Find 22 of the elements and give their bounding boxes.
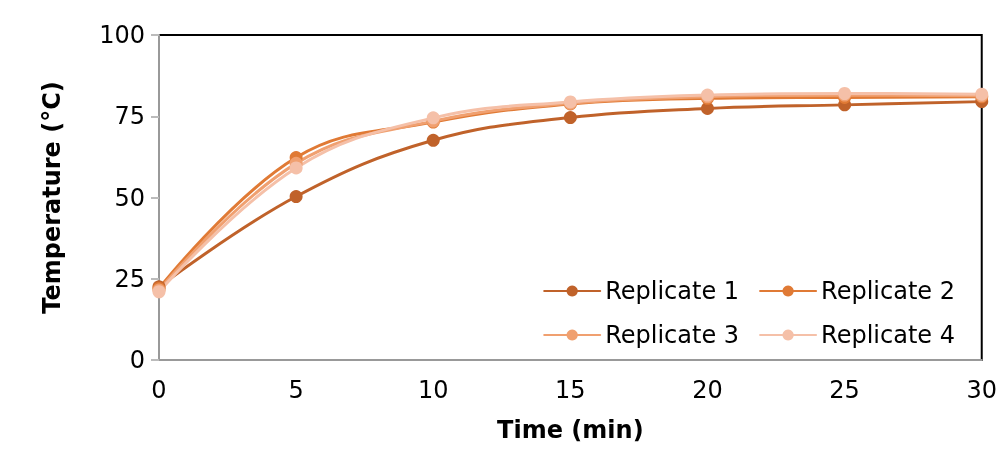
y-tick-label: 25 (114, 264, 145, 293)
y-axis-title: Temperature (°C) (38, 81, 66, 314)
y-tick-label: 100 (99, 21, 145, 49)
point (289, 161, 303, 175)
legend-label: Replicate 2 (821, 277, 956, 305)
legend-label: Replicate 3 (605, 321, 740, 349)
y-tick-label: 75 (114, 102, 145, 131)
x-tick-label: 0 (151, 376, 167, 404)
x-tick-label: 10 (417, 376, 449, 404)
point (426, 133, 440, 147)
point (289, 190, 303, 204)
x-axis-title: Time (min) (497, 416, 644, 444)
legend-label: Replicate 4 (821, 321, 956, 349)
x-tick-label: 5 (288, 376, 304, 404)
x-tick-label: 20 (692, 376, 723, 404)
y-tick-label: 50 (114, 183, 145, 212)
y-tick-label: 0 (129, 346, 145, 374)
x-tick-label: 25 (829, 376, 860, 404)
point (563, 111, 577, 125)
x-tick-label: 30 (966, 376, 997, 404)
x-tick-label: 15 (555, 376, 586, 404)
legend-label: Replicate 1 (605, 277, 740, 305)
